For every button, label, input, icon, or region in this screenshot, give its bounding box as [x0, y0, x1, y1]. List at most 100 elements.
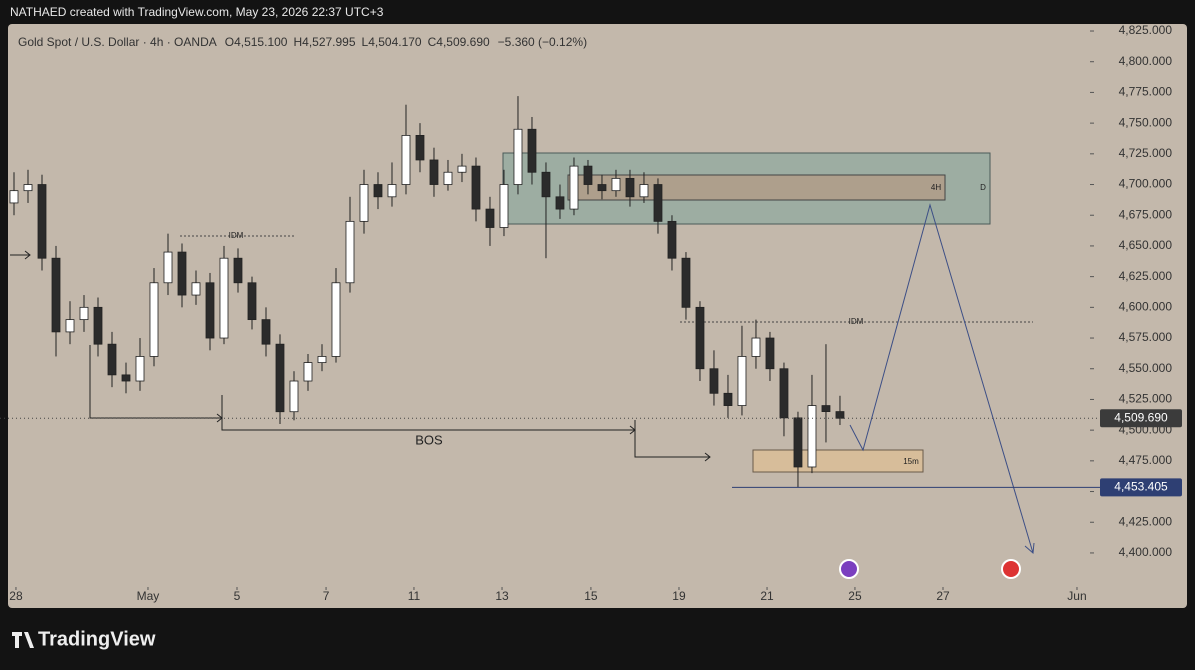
y-tick-label: 4,675.000	[1119, 207, 1173, 221]
ohlc: O4,515.100 H4,527.995 L4,504.170 C4,509.690…	[225, 35, 587, 49]
y-tick-label: 4,775.000	[1119, 85, 1173, 99]
candle-body	[835, 411, 845, 419]
symbol-title: Gold Spot / U.S. Dollar · 4h · OANDA O4,5…	[18, 35, 587, 49]
zone-label: 15m	[903, 457, 919, 466]
x-tick-label: 25	[848, 589, 862, 603]
candle-body	[779, 368, 789, 419]
y-tick-label: 4,600.000	[1119, 300, 1173, 314]
candle-body	[639, 184, 649, 198]
candle-body	[345, 220, 355, 284]
candle-body	[401, 135, 411, 185]
candle-body	[261, 319, 271, 345]
price-label: 4,509.690	[1114, 410, 1168, 424]
ohlc-value: 4,515.100	[234, 35, 288, 49]
candle-body	[79, 306, 89, 321]
candle-body	[765, 337, 775, 370]
x-tick-label: 11	[408, 589, 421, 603]
candle-body	[177, 251, 187, 296]
candle-body	[233, 257, 243, 284]
candle-body	[107, 343, 117, 376]
candle-body	[331, 282, 341, 357]
candle-body	[51, 257, 61, 333]
x-tick-label: 13	[495, 589, 509, 603]
price-badge	[1100, 409, 1182, 428]
x-tick-label: 27	[936, 589, 950, 603]
price-badge	[1100, 478, 1182, 497]
candle-body	[555, 196, 565, 210]
y-tick-label: 4,525.000	[1119, 392, 1173, 406]
candle-body	[23, 184, 33, 192]
event-icon[interactable]	[839, 559, 859, 579]
title: Gold Spot / U.S. Dollar · 4h · OANDA	[18, 35, 217, 49]
brand: TradingView	[38, 628, 156, 650]
candle-body	[597, 184, 607, 192]
candle-body	[247, 282, 257, 321]
candle-body	[737, 356, 747, 406]
candle-body	[709, 368, 719, 394]
ohlc-key: L	[362, 35, 369, 49]
candle-body	[583, 165, 593, 185]
x-tick-label: 19	[672, 589, 686, 603]
x-tick-label: 5	[234, 589, 241, 603]
ohlc-value: 4,504.170	[368, 35, 422, 49]
candle-body	[191, 282, 201, 296]
y-tick-label: 4,475.000	[1119, 453, 1173, 467]
y-tick-label: 4,800.000	[1119, 54, 1173, 68]
candle-body	[135, 356, 145, 382]
event-icon[interactable]	[1001, 559, 1021, 579]
candle-body	[205, 282, 215, 339]
chart-panel	[8, 24, 1187, 608]
x-tick-label: 15	[584, 589, 598, 603]
logo-mark	[12, 632, 34, 648]
candle-body	[681, 257, 691, 308]
x-tick-label: May	[137, 589, 160, 603]
x-tick-label: Jun	[1067, 589, 1086, 603]
candle-body	[807, 405, 817, 468]
y-tick-label: 4,700.000	[1119, 177, 1173, 191]
projection	[849, 203, 1035, 555]
ohlc-change: −5.360 (−0.12%)	[498, 35, 587, 49]
zone-15m	[752, 449, 924, 473]
candle-body	[751, 337, 761, 357]
marks: 4,400.0004,425.0004,450.0004,475.0004,50…	[0, 23, 1182, 603]
candle-body	[415, 135, 425, 161]
candle-body	[653, 184, 663, 222]
candle-body	[527, 128, 537, 173]
candle-body	[9, 190, 19, 204]
y-tick-label: 4,550.000	[1119, 361, 1173, 375]
arrow	[634, 420, 711, 462]
candle-body	[317, 356, 327, 363]
candle-body	[37, 184, 47, 259]
y-tick-label: 4,750.000	[1119, 115, 1173, 129]
zone-4h	[567, 174, 946, 201]
candle-body	[541, 171, 551, 198]
candle-body	[611, 177, 621, 192]
y-tick-label: 4,825.000	[1119, 23, 1173, 37]
candle-body	[667, 220, 677, 259]
candle-body	[149, 282, 159, 357]
candle-body	[457, 165, 467, 173]
y-tick-label: 4,575.000	[1119, 330, 1173, 344]
candle-body	[65, 319, 75, 333]
zone-label: 4H	[931, 183, 941, 192]
idm-label: IDM	[849, 317, 864, 326]
candle-body	[387, 184, 397, 198]
candle-body	[695, 306, 705, 370]
y-tick-label: 4,400.000	[1119, 545, 1173, 559]
x-tick-label: 7	[323, 589, 330, 603]
candle-body	[373, 184, 383, 198]
zone-label: D	[980, 183, 986, 192]
ohlc-key: O	[225, 35, 234, 49]
candle-body	[121, 374, 131, 382]
candle-body	[513, 128, 523, 185]
candle-body	[471, 165, 481, 210]
y-tick-label: 4,725.000	[1119, 146, 1173, 160]
ohlc-value: 4,509.690	[436, 35, 490, 49]
candle-body	[429, 159, 439, 185]
watermark: NATHAED created with TradingView.com, Ma…	[10, 5, 384, 19]
candle-body	[303, 362, 313, 382]
ohlc-key: C	[428, 35, 437, 49]
ohlc-value: 4,527.995	[302, 35, 356, 49]
candle-body	[821, 405, 831, 412]
